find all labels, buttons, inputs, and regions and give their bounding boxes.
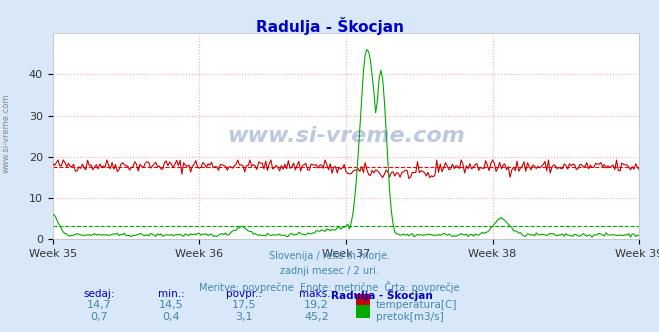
Text: 0,4: 0,4 <box>163 312 180 322</box>
Text: 45,2: 45,2 <box>304 312 329 322</box>
Text: zadnji mesec / 2 uri.: zadnji mesec / 2 uri. <box>280 266 379 276</box>
Text: 19,2: 19,2 <box>304 300 329 310</box>
Text: 3,1: 3,1 <box>235 312 252 322</box>
Text: Slovenija / reke in morje.: Slovenija / reke in morje. <box>269 251 390 261</box>
Text: www.si-vreme.com: www.si-vreme.com <box>2 93 11 173</box>
Text: www.si-vreme.com: www.si-vreme.com <box>227 126 465 146</box>
Text: sedaj:: sedaj: <box>83 289 115 299</box>
Text: pretok[m3/s]: pretok[m3/s] <box>376 312 444 322</box>
Text: 17,5: 17,5 <box>231 300 256 310</box>
Text: 0,7: 0,7 <box>90 312 107 322</box>
Text: Radulja - Škocjan: Radulja - Škocjan <box>331 289 433 301</box>
Text: Radulja - Škocjan: Radulja - Škocjan <box>256 17 403 35</box>
Text: 14,7: 14,7 <box>86 300 111 310</box>
Text: 14,5: 14,5 <box>159 300 184 310</box>
Text: maks.:: maks.: <box>299 289 334 299</box>
Text: min.:: min.: <box>158 289 185 299</box>
Text: povpr.:: povpr.: <box>226 289 262 299</box>
Text: Meritve: povprečne  Enote: metrične  Črta: povprečje: Meritve: povprečne Enote: metrične Črta:… <box>199 281 460 292</box>
Text: temperatura[C]: temperatura[C] <box>376 300 457 310</box>
